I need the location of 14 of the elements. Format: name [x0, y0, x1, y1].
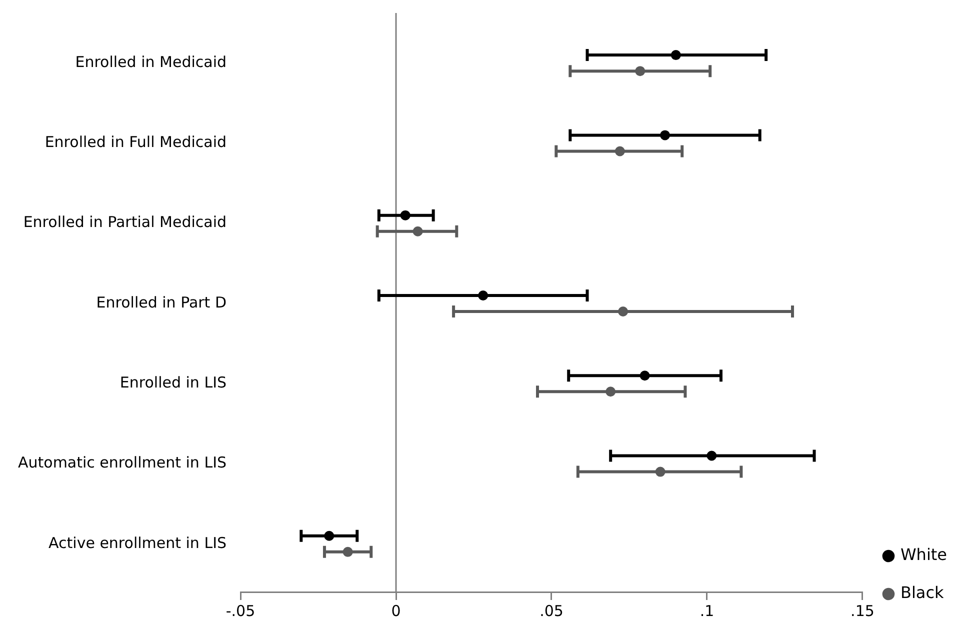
- x-tick-label: .05: [540, 602, 564, 620]
- x-tick-label: .15: [850, 602, 874, 620]
- y-tick-label: Enrolled in Medicaid: [75, 52, 227, 71]
- y-tick-label: Automatic enrollment in LIS: [18, 454, 227, 472]
- x-tick-label: -.05: [226, 602, 256, 620]
- legend-label: White: [900, 545, 948, 564]
- y-tick-label: Enrolled in LIS: [120, 374, 227, 392]
- x-tick-label: 0: [391, 602, 401, 620]
- y-tick-label: Enrolled in Partial Medicaid: [23, 213, 227, 232]
- y-tick-label: Active enrollment in LIS: [48, 534, 227, 552]
- legend-label: Black: [900, 583, 944, 602]
- y-tick-label: Enrolled in Part D: [96, 293, 227, 312]
- x-tick-label: .1: [700, 602, 714, 620]
- y-tick-label: Enrolled in Full Medicaid: [44, 133, 227, 152]
